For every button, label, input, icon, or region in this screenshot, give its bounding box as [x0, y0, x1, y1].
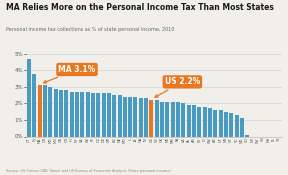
Bar: [133, 97, 137, 136]
Bar: [123, 97, 127, 136]
Text: Personal income tax collections as % of state personal income, 2010: Personal income tax collections as % of …: [6, 27, 174, 32]
Bar: [38, 85, 42, 136]
Bar: [171, 102, 175, 136]
Bar: [155, 100, 159, 136]
Bar: [224, 112, 228, 136]
Bar: [118, 95, 122, 136]
Bar: [245, 135, 249, 136]
Bar: [54, 89, 58, 136]
Bar: [144, 99, 148, 136]
Bar: [139, 99, 143, 136]
Bar: [80, 92, 84, 136]
Bar: [91, 93, 95, 136]
Text: MA 3.1%: MA 3.1%: [43, 65, 96, 83]
Bar: [33, 74, 36, 136]
Bar: [197, 107, 201, 136]
Bar: [234, 115, 238, 136]
Bar: [128, 97, 132, 136]
Bar: [64, 90, 68, 136]
Bar: [208, 108, 212, 136]
Bar: [176, 102, 180, 136]
Bar: [75, 92, 79, 136]
Bar: [160, 102, 164, 136]
Text: Source: US Census (SBL Taxes) and US Bureau of Economic Analysis (State personal: Source: US Census (SBL Taxes) and US Bur…: [6, 169, 170, 173]
Bar: [192, 105, 196, 136]
Bar: [213, 110, 217, 136]
Text: US 2.2%: US 2.2%: [155, 77, 200, 97]
Bar: [70, 92, 74, 136]
Bar: [48, 87, 52, 136]
Bar: [149, 100, 154, 136]
Bar: [187, 105, 191, 136]
Bar: [96, 93, 100, 136]
Bar: [219, 110, 223, 136]
Bar: [202, 107, 206, 136]
Bar: [165, 102, 169, 136]
Bar: [107, 93, 111, 136]
Bar: [27, 59, 31, 136]
Text: MA Relies More on the Personal Income Tax Than Most States: MA Relies More on the Personal Income Ta…: [6, 3, 274, 12]
Bar: [102, 93, 106, 136]
Bar: [43, 85, 47, 136]
Bar: [86, 92, 90, 136]
Bar: [181, 103, 185, 136]
Bar: [59, 90, 63, 136]
Bar: [229, 113, 233, 136]
Bar: [112, 95, 116, 136]
Bar: [240, 118, 244, 136]
